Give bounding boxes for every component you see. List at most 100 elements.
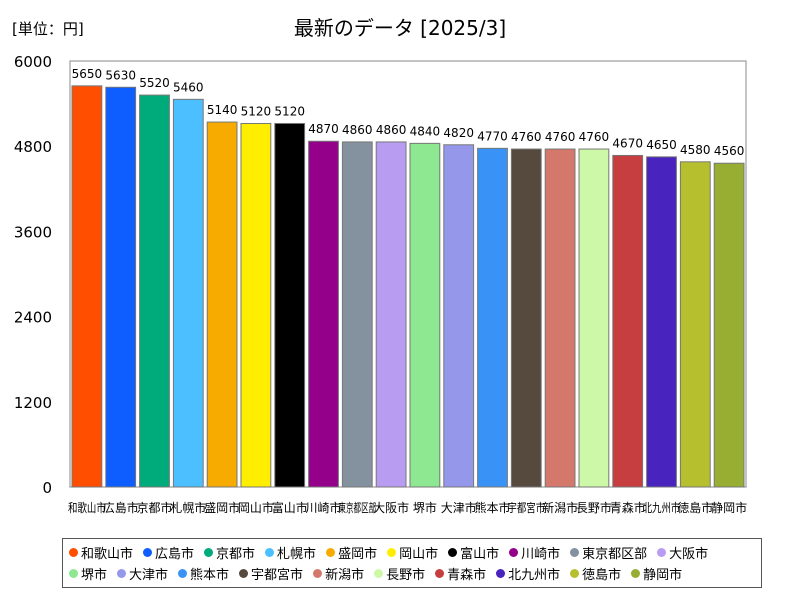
data-label: 4860 bbox=[376, 123, 407, 137]
legend-label: 大阪市 bbox=[669, 547, 709, 562]
data-label: 4560 bbox=[714, 144, 745, 158]
y-tick-label: 3600 bbox=[14, 223, 52, 241]
legend-marker bbox=[204, 548, 214, 557]
legend-marker bbox=[387, 548, 397, 557]
legend-label: 宇都宮市 bbox=[251, 568, 304, 583]
bar bbox=[612, 154, 644, 488]
chart-title: 最新のデータ [2025/3] bbox=[293, 16, 507, 40]
legend-marker bbox=[143, 548, 153, 557]
data-label: 4840 bbox=[410, 124, 441, 138]
bar bbox=[240, 122, 272, 488]
y-tick-label: 1200 bbox=[14, 394, 52, 412]
x-tick-label: 和歌山市 bbox=[68, 500, 106, 515]
data-label: 5140 bbox=[207, 103, 238, 117]
bar bbox=[274, 122, 306, 488]
legend-marker bbox=[631, 569, 641, 578]
legend-item: 大津市 bbox=[117, 563, 168, 584]
legend-marker bbox=[570, 548, 580, 557]
data-label: 4650 bbox=[646, 138, 677, 152]
legend-label: 堺市 bbox=[81, 568, 108, 583]
legend-item: 徳島市 bbox=[570, 563, 621, 584]
legend-label: 静岡市 bbox=[643, 568, 683, 583]
legend-marker bbox=[509, 548, 519, 557]
x-tick-label: 富山市 bbox=[272, 500, 308, 515]
legend-item: 川崎市 bbox=[509, 542, 560, 563]
legend-label: 富山市 bbox=[460, 547, 500, 562]
y-tick-label: 6000 bbox=[14, 53, 52, 71]
legend-item: 青森市 bbox=[435, 563, 486, 584]
data-label: 5120 bbox=[274, 104, 305, 118]
legend-item: 熊本市 bbox=[178, 563, 229, 584]
data-label: 4760 bbox=[511, 130, 542, 144]
legend-item: 和歌山市 bbox=[69, 542, 133, 563]
legend-marker bbox=[69, 548, 78, 557]
bar bbox=[544, 148, 576, 488]
legend-item: 広島市 bbox=[143, 542, 194, 563]
x-tick-label: 北九州市 bbox=[643, 500, 681, 515]
data-label: 4870 bbox=[308, 122, 339, 136]
legend-item: 東京都区部 bbox=[570, 542, 647, 563]
legend-item: 長野市 bbox=[374, 563, 425, 584]
legend-marker bbox=[657, 548, 667, 557]
legend-item: 盛岡市 bbox=[326, 542, 377, 563]
legend-item: 静岡市 bbox=[631, 563, 682, 584]
data-label: 4860 bbox=[342, 123, 373, 137]
legend-marker bbox=[326, 548, 336, 557]
data-label: 5120 bbox=[241, 104, 272, 118]
legend-item: 岡山市 bbox=[387, 542, 438, 563]
legend-label: 広島市 bbox=[155, 547, 195, 562]
bar bbox=[646, 156, 677, 488]
legend-marker bbox=[178, 569, 188, 578]
legend-marker bbox=[117, 569, 127, 578]
bar bbox=[477, 147, 508, 488]
legend-label: 東京都区部 bbox=[582, 547, 648, 562]
legend-label: 新潟市 bbox=[325, 568, 365, 583]
bar bbox=[341, 141, 373, 488]
plot-area bbox=[69, 60, 747, 488]
x-tick-label: 岡山市 bbox=[238, 500, 274, 515]
x-tick-label: 静岡市 bbox=[711, 500, 747, 515]
data-label: 4820 bbox=[443, 126, 474, 140]
legend-marker bbox=[435, 569, 445, 578]
bar bbox=[375, 141, 407, 488]
legend-marker bbox=[374, 569, 384, 578]
legend-marker bbox=[448, 548, 458, 557]
x-tick-label: 東京都区部 bbox=[338, 500, 376, 515]
data-label: 4770 bbox=[477, 129, 508, 143]
legend-label: 徳島市 bbox=[582, 568, 622, 583]
legend-label: 岡山市 bbox=[399, 547, 439, 562]
legend-item: 北九州市 bbox=[496, 563, 560, 584]
legend-item: 堺市 bbox=[69, 563, 107, 584]
legend-label: 和歌山市 bbox=[81, 547, 134, 562]
legend: 和歌山市 広島市 京都市 札幌市 盛岡市 岡山市 富山市 川崎市 東京都区部 大阪市堺市 大津市 熊本… bbox=[62, 538, 762, 588]
bar bbox=[443, 144, 475, 488]
legend-marker bbox=[570, 569, 580, 578]
y-tick-label: 4800 bbox=[14, 138, 52, 156]
legend-item: 札幌市 bbox=[265, 542, 316, 563]
legend-label: 北九州市 bbox=[508, 568, 561, 583]
x-tick-label: 堺市 bbox=[413, 500, 437, 515]
bar bbox=[206, 121, 238, 488]
legend-item: 京都市 bbox=[204, 542, 255, 563]
data-label: 4760 bbox=[545, 130, 576, 144]
data-label: 5650 bbox=[72, 67, 103, 81]
legend-label: 川崎市 bbox=[521, 547, 561, 562]
legend-label: 大津市 bbox=[129, 568, 169, 583]
legend-label: 長野市 bbox=[386, 568, 426, 583]
data-label: 4580 bbox=[680, 143, 711, 157]
x-tick-label: 京都市 bbox=[136, 500, 172, 515]
bar bbox=[308, 140, 339, 488]
bar bbox=[139, 94, 170, 488]
bar bbox=[510, 148, 542, 488]
bar bbox=[71, 85, 103, 488]
x-tick-label: 青森市 bbox=[610, 500, 646, 515]
x-tick-label: 熊本市 bbox=[474, 500, 510, 515]
legend-label: 札幌市 bbox=[277, 547, 317, 562]
data-label: 5630 bbox=[105, 68, 136, 82]
bar bbox=[409, 142, 441, 488]
data-label: 4670 bbox=[612, 136, 643, 150]
unit-label: [単位：円] bbox=[12, 20, 84, 38]
legend-marker bbox=[313, 569, 323, 578]
x-tick-label: 徳島市 bbox=[677, 500, 713, 515]
